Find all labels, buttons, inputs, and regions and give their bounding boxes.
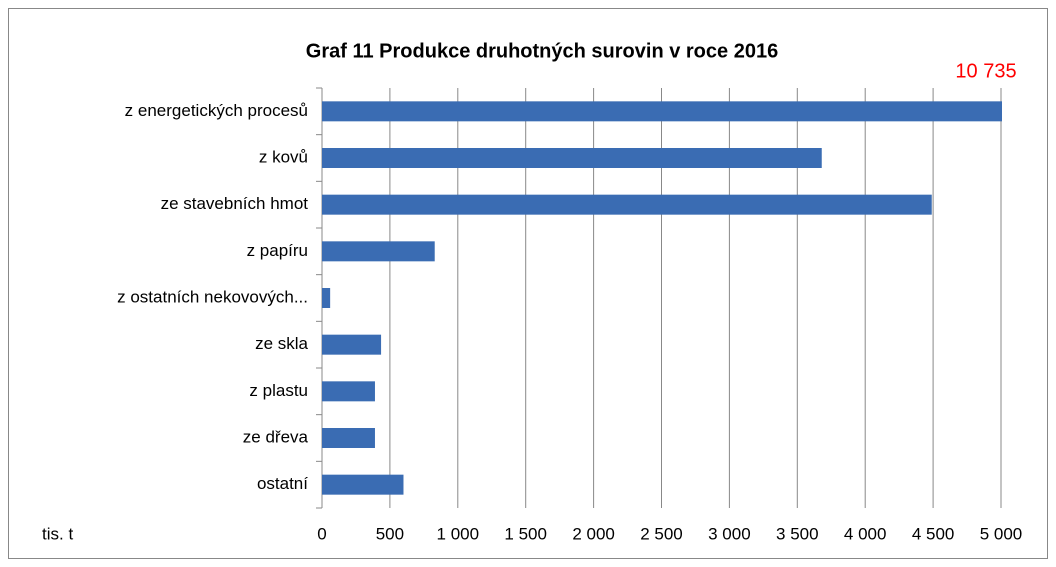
- y-tick-label: ze stavebních hmot: [161, 194, 309, 213]
- y-tick-label: ze dřeva: [243, 427, 309, 446]
- bar: [322, 381, 375, 402]
- x-tick-label: 0: [317, 524, 326, 543]
- x-tick-label: 5 000: [980, 524, 1023, 543]
- bar: [322, 288, 331, 308]
- bars: [322, 101, 1002, 495]
- chart-title: Graf 11 Produkce druhotných surovin v ro…: [306, 40, 778, 62]
- axis-label: tis. t: [42, 524, 73, 543]
- y-tick-label: z energetických procesů: [125, 101, 308, 120]
- bar: [322, 474, 404, 495]
- bar: [322, 241, 435, 262]
- y-tick-label: z papíru: [247, 241, 308, 260]
- bar: [322, 428, 375, 448]
- x-tick-label: 2 000: [572, 524, 615, 543]
- x-tick-label: 1 000: [437, 524, 480, 543]
- x-tick-label: 500: [376, 524, 404, 543]
- chart-border: [8, 8, 1048, 559]
- y-tick-label: z kovů: [259, 147, 308, 166]
- bar: [322, 148, 822, 168]
- bar: [322, 101, 1002, 122]
- y-tick-label: z plastu: [249, 381, 308, 400]
- x-tick-label: 2 500: [640, 524, 683, 543]
- x-tick-label: 3 000: [708, 524, 751, 543]
- bar: [322, 334, 382, 355]
- y-tick-label: ze skla: [255, 334, 308, 353]
- x-tick-label: 1 500: [504, 524, 547, 543]
- bar: [322, 194, 932, 215]
- y-tick-label: ostatní: [257, 474, 308, 493]
- x-tick-label: 4 500: [912, 524, 955, 543]
- value-label: 10 735: [955, 60, 1016, 82]
- x-tick-label: 4 000: [844, 524, 887, 543]
- x-tick-label: 3 500: [776, 524, 819, 543]
- y-tick-label: z ostatních nekovových...: [117, 287, 308, 306]
